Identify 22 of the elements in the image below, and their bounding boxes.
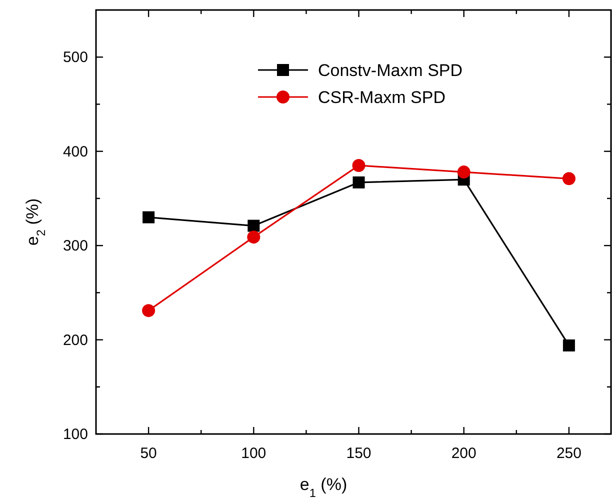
point: [142, 211, 155, 224]
x-tick-label: 50: [140, 445, 157, 462]
point: [562, 339, 575, 352]
point: [142, 304, 156, 318]
y-tick-label: 300: [62, 238, 88, 255]
point: [247, 230, 260, 244]
y-tick-label: 500: [62, 49, 88, 66]
x-tick-label: 100: [241, 445, 266, 462]
x-tick-label: 200: [451, 445, 476, 462]
point: [562, 172, 576, 186]
point: [457, 166, 470, 179]
point: [352, 158, 366, 172]
legend-label: CSR-Maxm SPD: [318, 88, 446, 107]
x-axis-title: e$_{1}$ (%): [300, 475, 348, 500]
x-tick-label: 150: [346, 445, 372, 462]
legend-label: Constv-Maxm SPD: [318, 61, 463, 80]
y-tick-label: 200: [62, 332, 88, 349]
x-tick-label: 250: [556, 445, 582, 462]
y-tick-label: 100: [62, 426, 88, 443]
point: [248, 220, 260, 232]
y-tick-label: 400: [62, 143, 88, 160]
point: [352, 176, 365, 188]
